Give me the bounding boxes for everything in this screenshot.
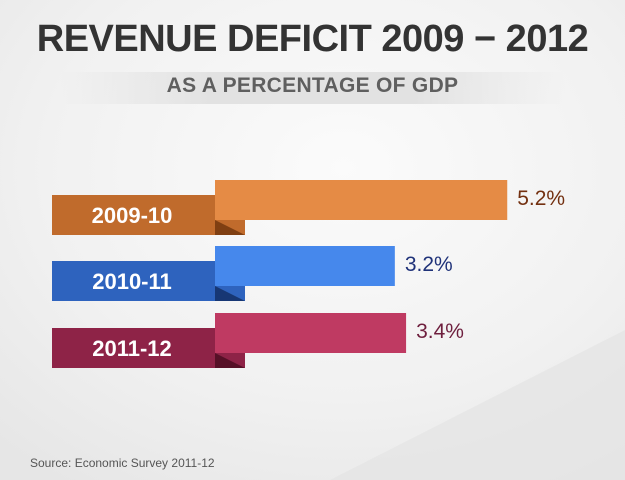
chart-subtitle: AS A PERCENTAGE OF GDP <box>166 74 459 97</box>
chart-title: REVENUE DEFICIT 2009 − 2012 <box>36 18 589 60</box>
category-label: 2010-11 <box>92 269 172 294</box>
category-tag <box>52 261 245 301</box>
ribbon-fold <box>215 353 245 368</box>
value-label: 5.2% <box>517 187 565 210</box>
source-note: Source: Economic Survey 2011-12 <box>30 456 215 470</box>
subtitle-band <box>60 72 565 104</box>
category-label: 2011-12 <box>92 336 172 361</box>
bar <box>215 313 407 353</box>
bar <box>215 180 508 220</box>
category-tag <box>52 328 245 368</box>
ribbon-fold <box>215 286 245 301</box>
category-label: 2009-10 <box>92 203 173 228</box>
value-label: 3.2% <box>405 253 453 276</box>
value-label: 3.4% <box>416 320 464 343</box>
ribbon-fold <box>215 220 245 235</box>
category-tag <box>52 195 245 235</box>
bar <box>215 246 395 286</box>
